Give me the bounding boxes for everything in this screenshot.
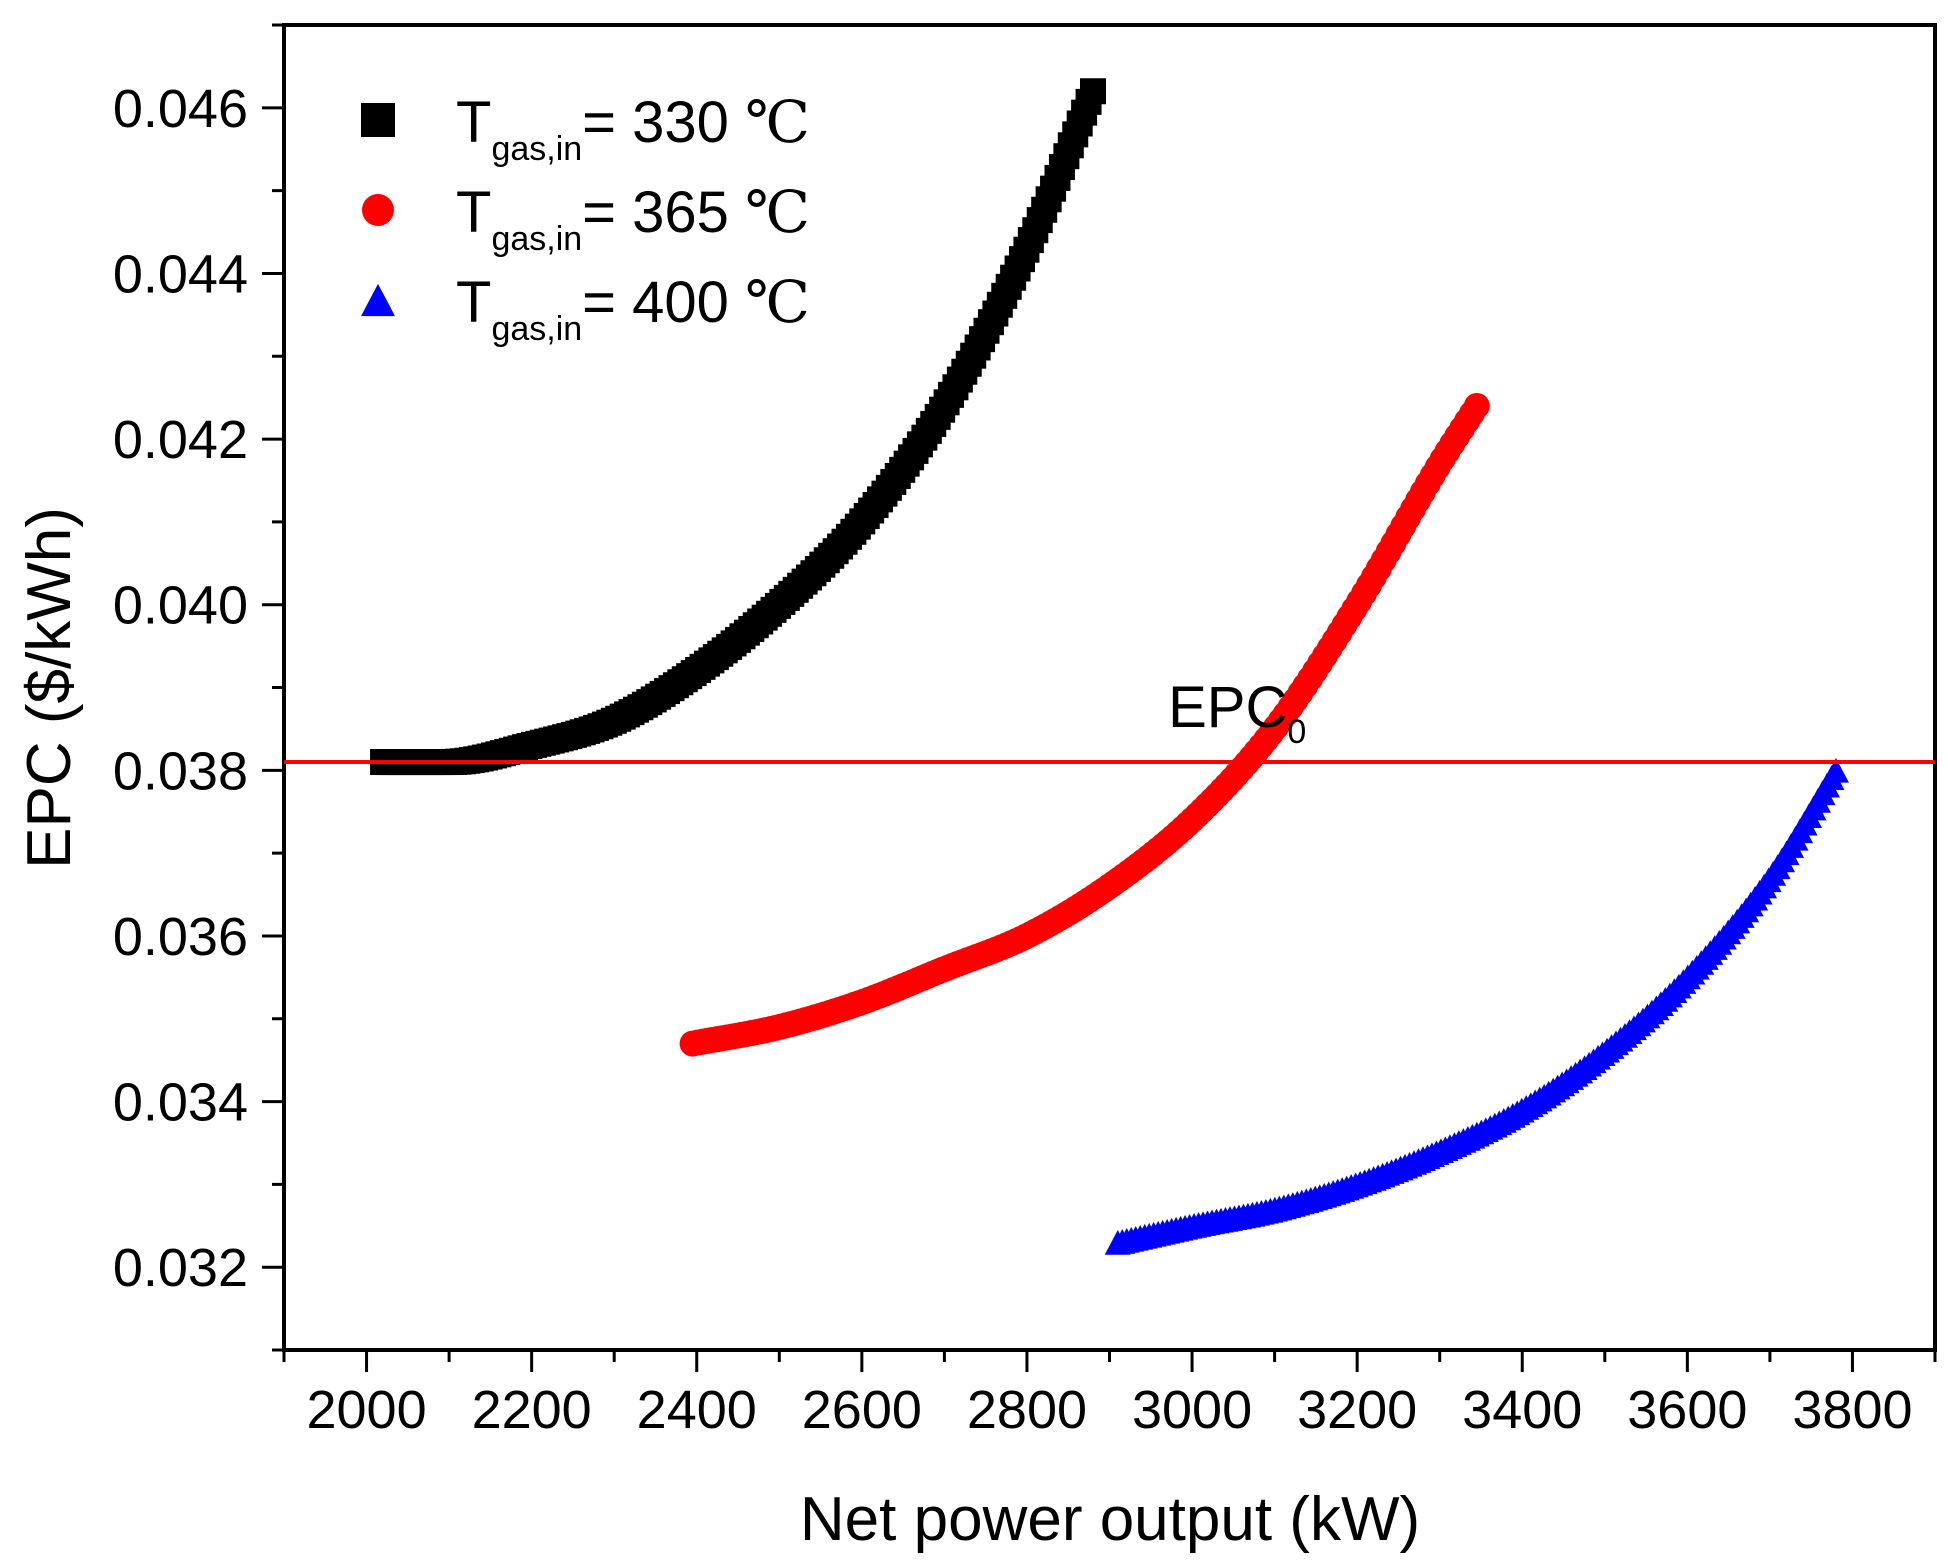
epc0-label-main: EPC	[1168, 675, 1287, 740]
x-tick-label: 2600	[802, 1380, 922, 1440]
y-tick-label: 0.042	[113, 410, 248, 470]
x-tick-label: 3000	[1132, 1380, 1252, 1440]
y-tick-label: 0.046	[113, 79, 248, 139]
x-tick-label: 3600	[1627, 1380, 1747, 1440]
legend-item: Tgas,in= 330 ℃	[361, 90, 810, 168]
data-layer	[370, 78, 1849, 1255]
x-tick-label: 2800	[967, 1380, 1087, 1440]
y-tick-label: 0.036	[113, 907, 248, 967]
legend-label-value: = 400	[582, 270, 745, 335]
legend-label-sub: gas,in	[491, 130, 582, 168]
legend-marker-triangle	[361, 283, 395, 317]
x-tick-label: 2400	[637, 1380, 757, 1440]
x-tick-label: 3200	[1297, 1380, 1417, 1440]
legend-label-unit: ℃	[745, 90, 810, 155]
legend-label-main: T	[456, 180, 491, 245]
y-tick-label: 0.038	[113, 741, 248, 801]
legend-label: Tgas,in= 365 ℃	[456, 180, 810, 258]
epc0-label-sub: 0	[1287, 713, 1306, 751]
legend-item: Tgas,in= 365 ℃	[362, 180, 810, 258]
legend-label-unit: ℃	[745, 270, 810, 335]
y-axis-title: EPC ($/kWh)	[15, 507, 84, 869]
series-triangle	[1104, 757, 1849, 1255]
legend-label: Tgas,in= 330 ℃	[456, 90, 810, 168]
legend-label-sub: gas,in	[491, 220, 582, 258]
legend-label-value: = 365	[582, 180, 745, 245]
data-point	[1463, 392, 1490, 419]
y-tick-label: 0.034	[113, 1073, 248, 1133]
y-axis-ticks: 0.032 0.034 0.036 0.038 0.040 0.042 0.044 0.046	[113, 23, 284, 1352]
data-point	[1822, 757, 1849, 783]
x-tick-label: 2200	[472, 1380, 592, 1440]
legend-label: Tgas,in= 400 ℃	[456, 270, 810, 348]
legend-marker-circle	[362, 194, 394, 226]
epc0-label: EPC0	[1168, 675, 1306, 751]
legend-item: Tgas,in= 400 ℃	[361, 270, 810, 348]
y-tick-label: 0.044	[113, 244, 248, 304]
x-axis-ticks: 2000 2200 2400 2600 2800 3000 3200 3400 3600 3800	[282, 1350, 1937, 1440]
legend-label-main: T	[456, 90, 491, 155]
y-tick-label: 0.032	[113, 1238, 248, 1298]
x-tick-label: 3400	[1462, 1380, 1582, 1440]
y-tick-label: 0.040	[113, 576, 248, 636]
legend-marker-square	[361, 103, 395, 137]
series-circle	[679, 392, 1490, 1057]
legend-label-main: T	[456, 270, 491, 335]
legend-label-sub: gas,in	[491, 310, 582, 348]
x-axis-title: Net power output (kW)	[800, 1485, 1420, 1554]
legend-label-value: = 330	[582, 90, 745, 155]
x-tick-label: 3800	[1792, 1380, 1912, 1440]
legend-label-unit: ℃	[745, 180, 810, 245]
data-point	[1079, 78, 1106, 105]
x-tick-label: 2000	[306, 1380, 426, 1440]
